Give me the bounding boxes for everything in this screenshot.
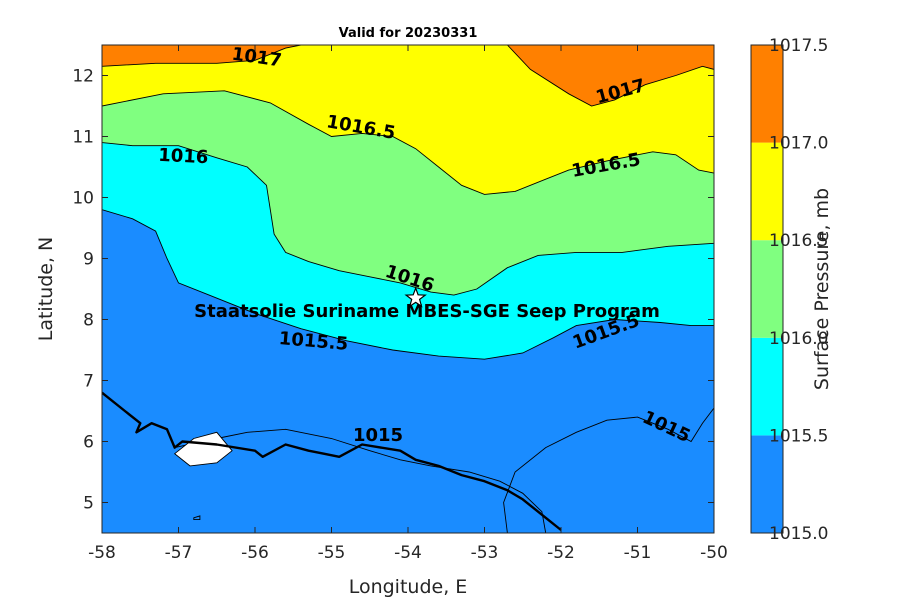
colorbar-ticks: 1015.0 1015.5 1016.0 1016.5 1017.0 1017.5 [769,36,828,544]
contour-line-1015-5 [102,209,714,360]
x-tick-label: -50 [700,543,728,563]
y-tick-label: 7 [83,372,94,392]
contour-line-1015 [193,515,201,521]
colorbar-tick-label: 1015.0 [769,524,828,544]
contour-line-1015 [174,428,547,533]
y-tick-label: 12 [72,67,94,87]
site-star-icon [404,286,427,308]
x-axis-label: Longitude, E [349,576,468,598]
colorbar-band [751,337,783,436]
x-tick-label: -57 [165,543,193,563]
contour-line-1017 [507,45,714,107]
colorbar-tick-label: 1017.0 [769,134,828,154]
contour-line-1015 [173,431,233,467]
colorbar [751,45,783,533]
y-axis-ticks: 5 6 7 8 9 10 11 12 [72,67,714,514]
contour-line-1016 [102,142,714,296]
x-tick-label: -58 [88,543,116,563]
y-tick-label: 5 [83,494,94,514]
coastline-track [102,391,562,531]
colorbar-tick-label: 1015.5 [769,426,828,446]
y-tick-label: 10 [72,189,94,209]
y-tick-label: 11 [72,128,94,148]
plot-area [102,45,714,533]
colorbar-tick-label: 1017.5 [769,36,828,56]
contour-line-1015 [503,407,714,533]
colorbar-band [751,435,783,533]
contour-label-1015-center: 1015 [353,425,403,446]
y-tick-label: 8 [83,311,94,331]
contour-lines [102,45,714,533]
x-tick-label: -52 [547,543,575,563]
colorbar-tick-label: 1016.0 [769,329,828,349]
x-tick-label: -51 [624,543,652,563]
contour-label-1016-west: 1016 [158,145,209,169]
map-title: Valid for 20230331 [339,26,478,41]
colorbar-band [751,240,783,338]
pressure-band-1017-0-west [102,45,301,67]
program-annotation: Staatsolie Suriname MBES-SGE Seep Progra… [194,301,660,322]
x-tick-label: -53 [471,543,499,563]
contour-line-1016-5 [102,90,714,195]
x-tick-label: -54 [394,543,422,563]
colorbar-band [751,45,783,143]
colorbar-band [751,142,783,241]
y-tick-label: 9 [83,250,94,270]
x-tick-label: -55 [318,543,346,563]
colorbar-frame [750,44,784,534]
y-axis-label: Latitude, N [35,237,57,342]
y-tick-label: 6 [83,433,94,453]
x-tick-label: -56 [241,543,269,563]
colorbar-tick-label: 1016.5 [769,231,828,251]
pressure-band-1017-0-east [507,45,714,106]
colorbar-label: Surface Pressure, mb [811,188,833,390]
x-axis-ticks: -58 -57 -56 -55 -54 -53 -52 -51 -50 [88,45,728,563]
contour-line-1017 [102,45,301,67]
